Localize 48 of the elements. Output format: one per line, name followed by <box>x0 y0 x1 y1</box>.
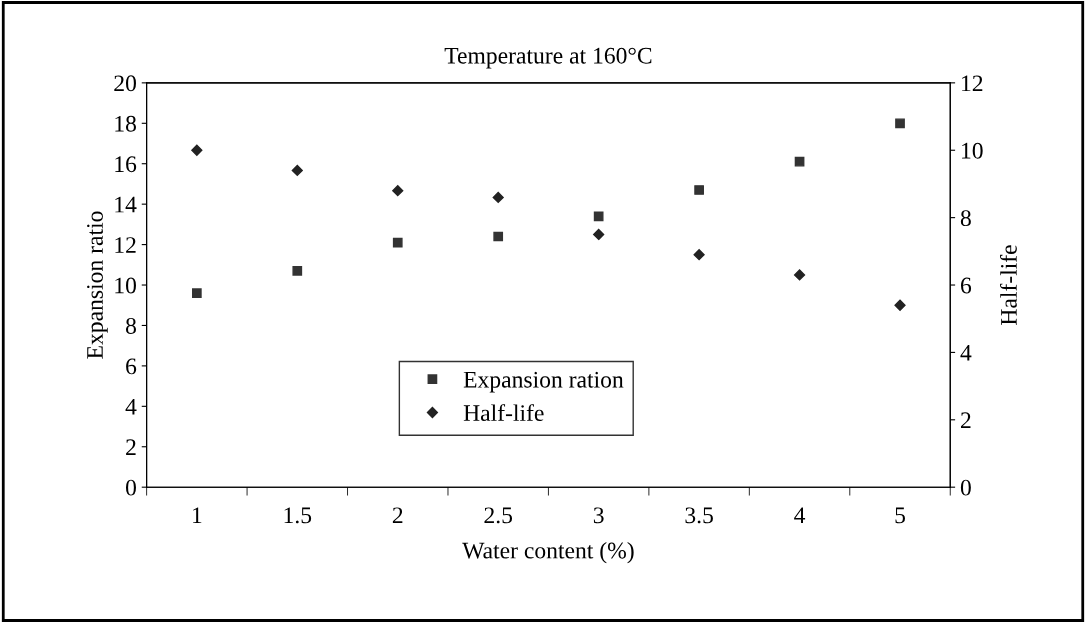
y-tick-label: 18 <box>115 115 136 132</box>
point <box>191 288 202 298</box>
x-tick-label: 4 <box>794 507 806 524</box>
x-tick-label: 1.5 <box>284 507 312 524</box>
y-tick-label: 10 <box>115 277 136 294</box>
point <box>895 118 905 129</box>
y2-tick-label: 2 <box>961 412 971 428</box>
point <box>894 299 906 311</box>
y2-tick-label: 6 <box>960 277 972 294</box>
point <box>794 156 805 167</box>
point <box>693 249 705 261</box>
point <box>694 185 704 195</box>
x-tick-label: 1 <box>193 507 202 524</box>
y-tick-label: 8 <box>125 317 136 334</box>
y-tick-label: 12 <box>115 237 136 253</box>
y2-tick-label: 12 <box>962 75 983 92</box>
y2-tick-label: 10 <box>962 142 983 159</box>
y2-tick-label: 8 <box>960 210 971 227</box>
x-axis-title: Water content (%) <box>462 541 634 564</box>
point <box>793 269 806 281</box>
y-tick-label: 6 <box>126 358 137 375</box>
x-tick-label: 5 <box>895 507 905 524</box>
point <box>191 144 203 156</box>
y2-axis-title: Half-life <box>1000 245 1017 325</box>
chart-title: Temperature at 160°C <box>444 47 652 69</box>
y-tick-label: 16 <box>115 156 137 173</box>
y-tick-label: 14 <box>115 196 137 213</box>
y-tick-label: 2 <box>126 439 136 455</box>
y-axis-title: Expansion ratio <box>87 211 108 359</box>
x-tick-label: 2.5 <box>484 507 513 524</box>
point <box>392 237 403 248</box>
point <box>392 185 404 197</box>
x-tick-label: 2 <box>392 507 403 524</box>
point <box>593 211 604 222</box>
point <box>291 164 303 177</box>
legend-label: Half-life <box>463 404 544 421</box>
point <box>292 266 303 276</box>
x-tick-label: 3.5 <box>685 507 713 524</box>
point <box>493 231 504 242</box>
y2-tick-label: 0 <box>960 479 971 496</box>
y-tick-label: 4 <box>125 398 137 415</box>
point <box>492 191 504 204</box>
y-tick-label: 20 <box>114 75 136 92</box>
y-tick-label: 0 <box>125 479 136 496</box>
x-tick-label: 3 <box>593 507 604 524</box>
y2-tick-label: 4 <box>960 345 972 361</box>
legend-label: Expansion ration <box>463 371 624 393</box>
point <box>593 228 605 241</box>
